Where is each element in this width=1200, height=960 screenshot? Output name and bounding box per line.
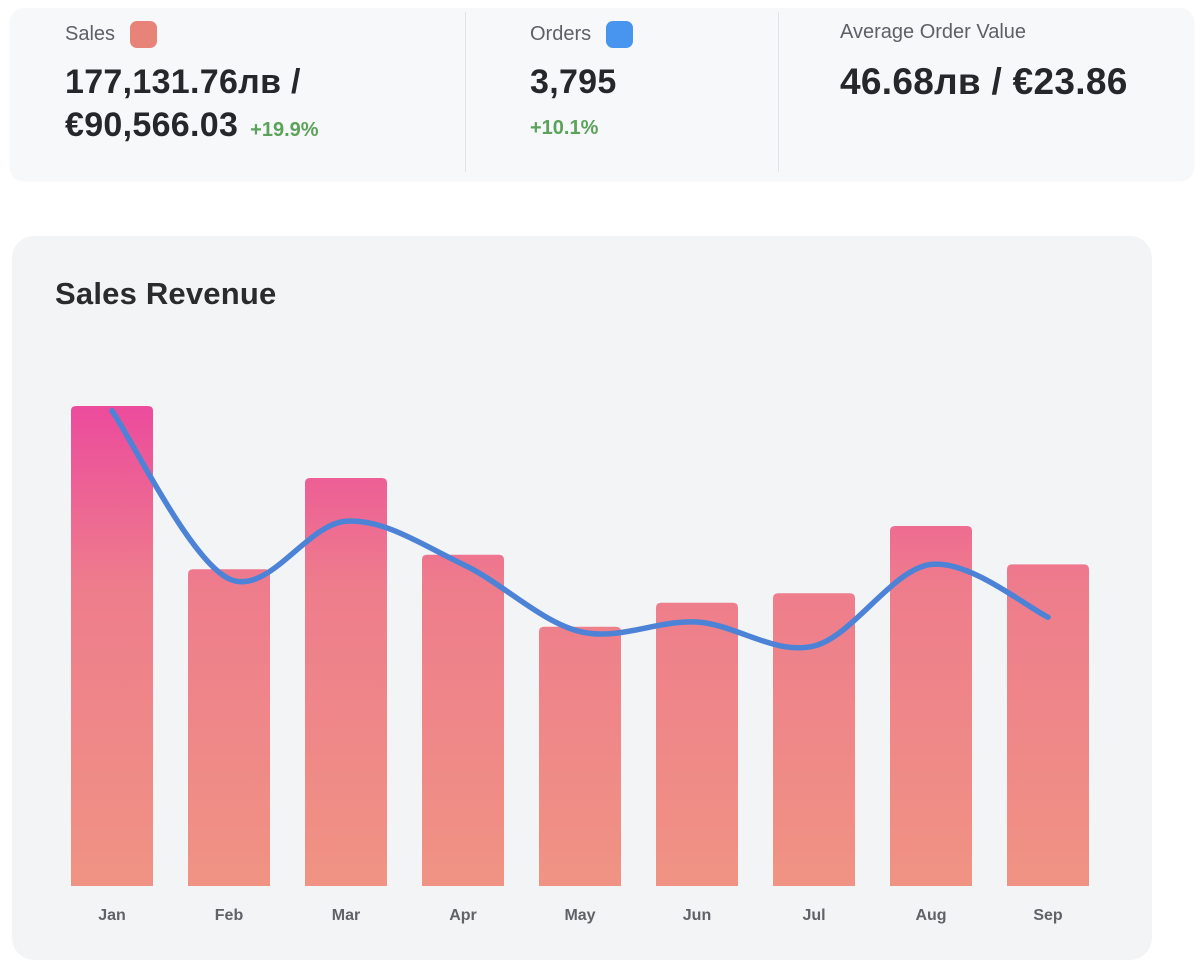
x-axis-label-aug: Aug <box>915 907 946 924</box>
sales-label: Sales <box>65 23 116 45</box>
bar-aug[interactable] <box>890 526 972 886</box>
sales-value: 177,131.76лв / €90,566.03 +19.9% <box>65 61 319 147</box>
sales-legend-swatch <box>130 21 158 48</box>
sales-delta-badge: +19.9% <box>250 118 319 141</box>
kpi-orders: Orders 3,795 +10.1% <box>530 21 634 141</box>
x-axis-label-mar: Mar <box>332 907 360 924</box>
summary-divider <box>465 12 466 172</box>
orders-line <box>109 408 1051 651</box>
x-axis-label-sep: Sep <box>1033 907 1063 924</box>
orders-legend-swatch <box>606 21 634 48</box>
sales-value-line1: 177,131.76лв / <box>65 63 301 101</box>
sales-value-line2: €90,566.03 <box>65 105 239 144</box>
average-order-value-label: Average Order Value <box>840 21 1027 43</box>
bar-feb[interactable] <box>188 569 270 886</box>
orders-value: 3,795 +10.1% <box>530 61 633 141</box>
x-axis-label-feb: Feb <box>215 907 244 924</box>
orders-delta-badge: +10.1% <box>530 116 599 139</box>
bar-jan[interactable] <box>71 406 153 886</box>
x-axis-label-apr: Apr <box>449 907 477 924</box>
x-axis-label-jul: Jul <box>802 907 825 924</box>
bar-jun[interactable] <box>656 602 738 886</box>
bar-apr[interactable] <box>422 554 504 886</box>
average-order-value-value: 46.68лв / €23.86 <box>840 61 1128 102</box>
kpi-average-order-value: Average Order Value 46.68лв / €23.86 <box>840 21 1128 106</box>
bar-mar[interactable] <box>305 478 387 886</box>
kpi-sales: Sales 177,131.76лв / €90,566.03 +19.9% <box>65 21 319 147</box>
x-axis-label-jan: Jan <box>98 907 126 924</box>
summary-bar: Sales 177,131.76лв / €90,566.03 +19.9% Or… <box>10 8 1194 180</box>
chart-title: Sales Revenue <box>55 276 277 311</box>
bar-jul[interactable] <box>773 593 855 886</box>
orders-label: Orders <box>530 23 592 45</box>
x-axis-label-may: May <box>564 907 595 924</box>
x-axis-label-jun: Jun <box>683 907 711 924</box>
bar-may[interactable] <box>539 626 621 886</box>
sales-revenue-chart: Jan Feb Mar Apr May Jun Jul Aug Sep <box>71 406 1089 924</box>
bar-sep[interactable] <box>1007 564 1089 886</box>
sales-revenue-card: Sales Revenue Jan Feb Mar Apr May Jun Jul Aug Se… <box>12 236 1152 960</box>
summary-divider <box>778 12 779 172</box>
